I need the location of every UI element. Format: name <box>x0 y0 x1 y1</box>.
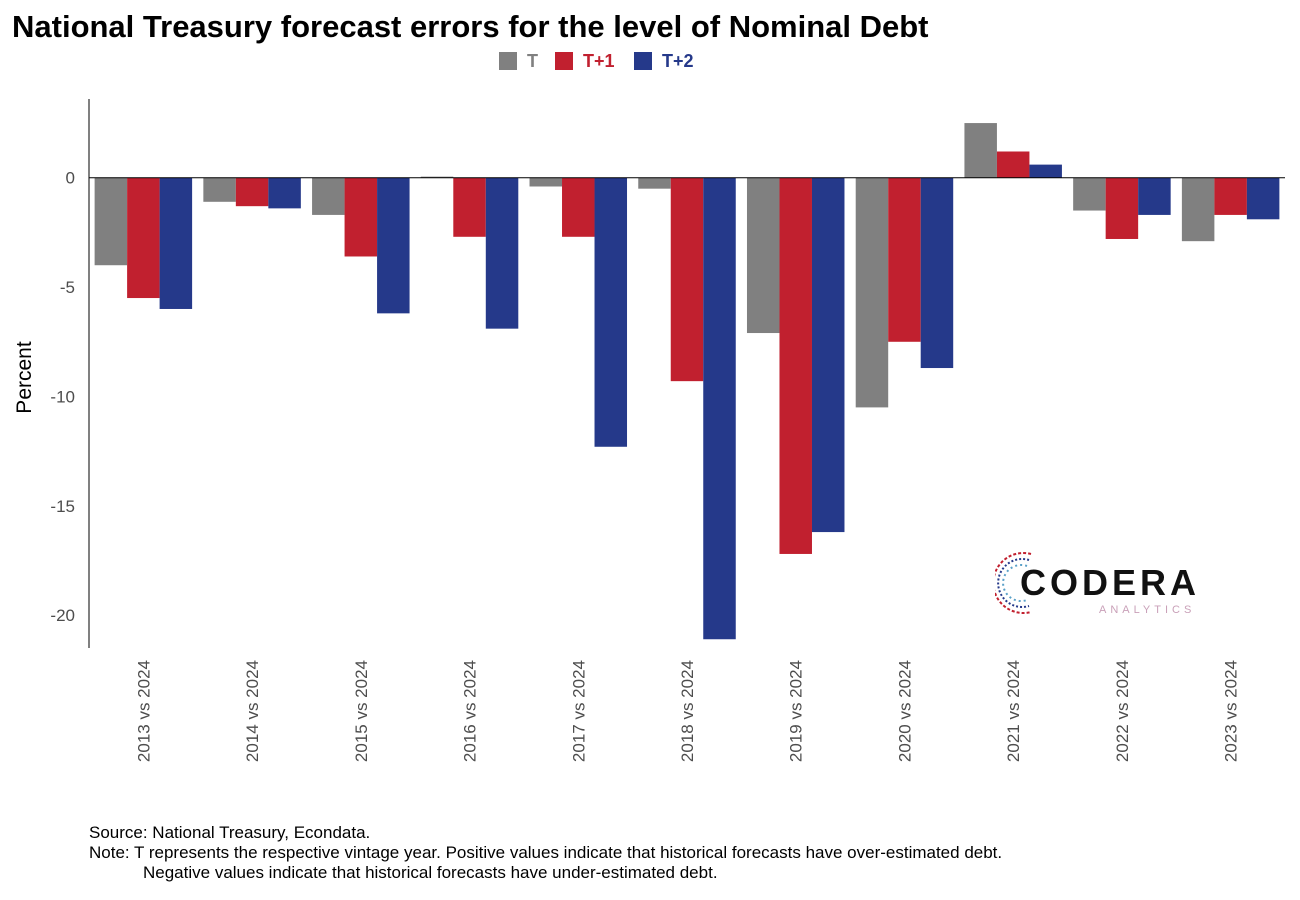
bar-tplus1-1 <box>235 177 269 207</box>
y-tick-label: -15 <box>50 497 75 516</box>
bars-layer <box>94 123 1280 640</box>
source-note: Source: National Treasury, Econdata. <box>89 823 371 842</box>
bar-t-4 <box>529 177 563 187</box>
x-tick-label: 2022 vs 2024 <box>1113 660 1132 762</box>
logo-subtext: ANALYTICS <box>1099 604 1196 616</box>
bar-tplus2-8 <box>1029 164 1062 178</box>
bar-t-1 <box>203 177 236 202</box>
y-tick-label: -5 <box>60 278 75 297</box>
bar-tplus1-8 <box>996 151 1030 178</box>
legend-label-t1: T+1 <box>583 50 615 71</box>
bar-t-8 <box>964 123 997 178</box>
legend-label-t: T <box>527 50 538 71</box>
bar-tplus2-2 <box>377 177 410 314</box>
x-tick-label: 2021 vs 2024 <box>1004 660 1023 762</box>
codera-logo: CODERA ANALYTICS <box>995 548 1225 624</box>
bar-tplus2-7 <box>920 177 954 369</box>
legend-item-t2: T+2 <box>634 48 694 74</box>
x-tick-label: 2020 vs 2024 <box>895 660 914 762</box>
bar-tplus1-9 <box>1105 177 1139 239</box>
note-line-1: Note: T represents the respective vintag… <box>89 843 1003 862</box>
chart-legend: T T+1 T+2 <box>0 48 1200 74</box>
y-tick-label: -20 <box>50 606 75 625</box>
bar-t-10 <box>1181 177 1215 242</box>
chart-title: National Treasury forecast errors for th… <box>12 9 929 44</box>
y-tick-label: -10 <box>50 387 75 406</box>
bar-tplus1-6 <box>779 177 812 554</box>
legend-item-t1: T+1 <box>555 48 615 74</box>
bar-tplus1-2 <box>344 177 378 257</box>
bar-tplus2-5 <box>703 177 736 640</box>
legend-swatch-t <box>499 52 517 70</box>
bar-t-6 <box>746 177 780 334</box>
footnote: Source: National Treasury, Econdata. Not… <box>89 823 1002 883</box>
y-tick-label: 0 <box>66 169 75 188</box>
legend-item-t: T <box>499 48 538 74</box>
legend-swatch-t1 <box>555 52 573 70</box>
x-tick-label: 2013 vs 2024 <box>134 660 153 762</box>
x-tick-label: 2015 vs 2024 <box>352 660 371 762</box>
bar-t-7 <box>855 177 889 408</box>
logo-wordmark: CODERA <box>1020 562 1201 603</box>
bar-tplus2-4 <box>594 177 628 447</box>
note-line-2: Negative values indicate that historical… <box>143 863 718 882</box>
x-tick-label: 2018 vs 2024 <box>678 660 697 762</box>
bar-tplus2-9 <box>1138 177 1171 215</box>
bar-tplus2-3 <box>485 177 519 329</box>
bar-tplus2-1 <box>268 177 301 209</box>
y-axis-title: Percent <box>13 341 36 414</box>
x-tick-label: 2019 vs 2024 <box>787 660 806 762</box>
logo-mark-icon <box>995 552 1032 614</box>
bar-tplus1-4 <box>562 177 595 237</box>
bar-t-3 <box>420 176 454 178</box>
x-tick-label: 2017 vs 2024 <box>569 660 588 762</box>
bar-tplus2-0 <box>159 177 193 309</box>
bar-t-0 <box>94 177 128 266</box>
axes-layer: 2013 vs 2024 2014 vs 2024 2015 vs 2024 2016… <box>50 99 1285 762</box>
bar-tplus2-10 <box>1246 177 1280 220</box>
bar-t-2 <box>312 177 345 215</box>
bar-t-9 <box>1073 177 1106 211</box>
bar-tplus1-0 <box>127 177 160 299</box>
bar-tplus1-3 <box>453 177 486 237</box>
x-tick-label: 2016 vs 2024 <box>461 660 480 762</box>
legend-label-t2: T+2 <box>662 50 694 71</box>
x-tick-label: 2014 vs 2024 <box>243 660 262 762</box>
bar-tplus1-7 <box>888 177 921 342</box>
bar-tplus1-10 <box>1214 177 1247 215</box>
bar-tplus1-5 <box>670 177 704 382</box>
x-tick-label: 2023 vs 2024 <box>1222 660 1241 762</box>
bar-tplus2-6 <box>811 177 845 533</box>
bar-t-5 <box>638 177 671 189</box>
legend-swatch-t2 <box>634 52 652 70</box>
